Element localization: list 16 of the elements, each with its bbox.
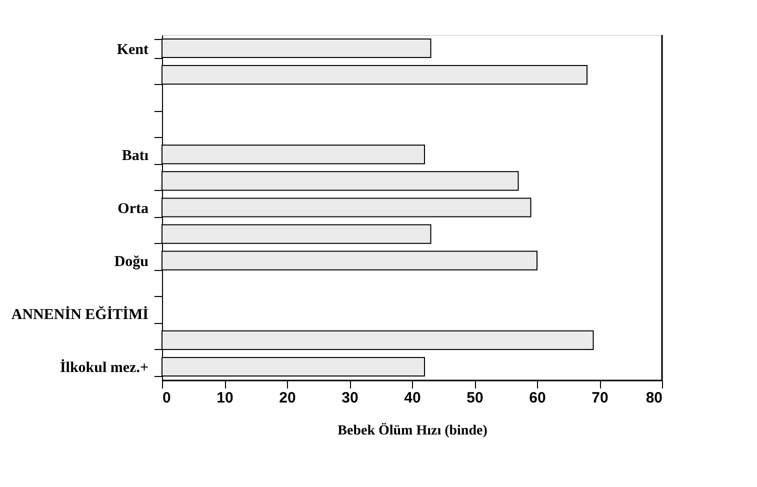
x-axis-title: Bebek Ölüm Hızı (binde) (338, 422, 488, 438)
x-tick-label: 50 (466, 390, 484, 406)
y-tick-label: ANNENİN EĞİTİMİ (11, 305, 149, 324)
x-tick-label: 40 (404, 390, 421, 406)
x-tick-label: 30 (342, 390, 358, 406)
y-tick-label: Doğu (114, 254, 148, 270)
x-tick-label: 10 (216, 390, 234, 406)
y-tick-label: Kent (116, 42, 148, 58)
x-tick-label: 0 (162, 390, 171, 406)
x-tick-label: 70 (592, 390, 608, 406)
x-tick-label: 80 (646, 390, 662, 406)
y-tick-label: İlkokul mez.+ (60, 359, 148, 376)
x-tick-label: 20 (279, 390, 296, 406)
y-tick-label: Batı (122, 148, 148, 164)
y-tick-label: Orta (118, 201, 149, 217)
x-tick-label: 60 (529, 390, 546, 406)
